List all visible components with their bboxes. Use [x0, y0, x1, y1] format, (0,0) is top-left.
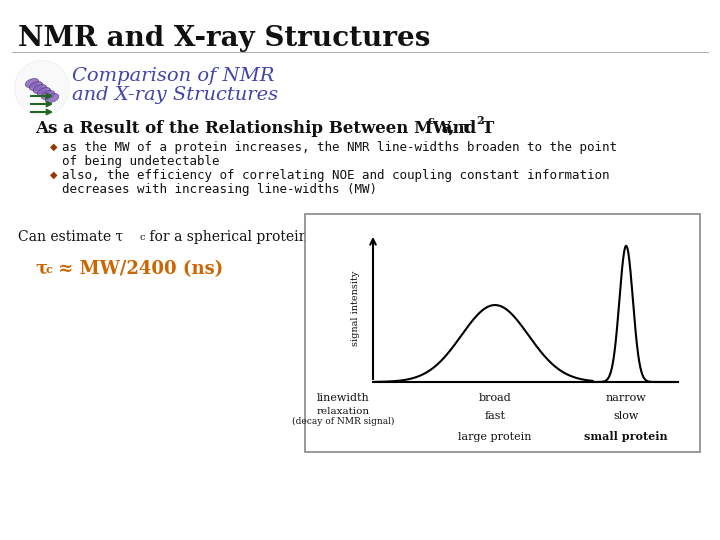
Text: large protein: large protein — [458, 432, 532, 442]
Text: slow: slow — [613, 411, 639, 421]
Text: ◆: ◆ — [50, 142, 58, 152]
Ellipse shape — [37, 87, 50, 97]
Text: linewidth: linewidth — [317, 393, 369, 403]
Text: for a spherical protein:: for a spherical protein: — [145, 230, 312, 244]
Text: Can estimate τ: Can estimate τ — [18, 230, 123, 244]
Ellipse shape — [30, 82, 42, 91]
Text: c: c — [428, 115, 435, 126]
Bar — [17, 60, 67, 115]
Text: of being undetectable: of being undetectable — [62, 155, 220, 168]
Text: As a Result of the Relationship Between MW, τ: As a Result of the Relationship Between … — [35, 120, 472, 137]
Ellipse shape — [41, 91, 55, 99]
Text: fast: fast — [485, 411, 505, 421]
Bar — [305, 214, 700, 452]
Text: NMR and X-ray Structures: NMR and X-ray Structures — [18, 25, 431, 52]
Text: ◆: ◆ — [50, 170, 58, 180]
Text: Comparison of NMR: Comparison of NMR — [72, 67, 274, 85]
Text: c: c — [46, 264, 53, 275]
Text: as the MW of a protein increases, the NMR line-widths broaden to the point: as the MW of a protein increases, the NM… — [62, 141, 617, 154]
Text: broad: broad — [479, 393, 511, 403]
Text: signal intensity: signal intensity — [351, 271, 359, 346]
Text: 2: 2 — [476, 115, 484, 126]
Ellipse shape — [45, 93, 59, 103]
Ellipse shape — [25, 78, 39, 87]
Text: decreases with increasing line-widths (MW): decreases with increasing line-widths (M… — [62, 183, 377, 196]
Text: and X-ray Structures: and X-ray Structures — [72, 86, 278, 104]
Text: also, the efficiency of correlating NOE and coupling constant information: also, the efficiency of correlating NOE … — [62, 169, 610, 182]
Text: narrow: narrow — [606, 393, 647, 403]
Text: c: c — [139, 233, 145, 242]
Text: small protein: small protein — [585, 431, 668, 442]
Ellipse shape — [14, 60, 70, 116]
Text: ≈ MW/2400 (ns): ≈ MW/2400 (ns) — [52, 260, 223, 278]
Text: relaxation: relaxation — [316, 407, 369, 415]
Ellipse shape — [33, 85, 47, 93]
Text: (decay of NMR signal): (decay of NMR signal) — [292, 416, 394, 426]
Text: and T: and T — [436, 120, 494, 137]
Text: τ: τ — [35, 260, 47, 278]
